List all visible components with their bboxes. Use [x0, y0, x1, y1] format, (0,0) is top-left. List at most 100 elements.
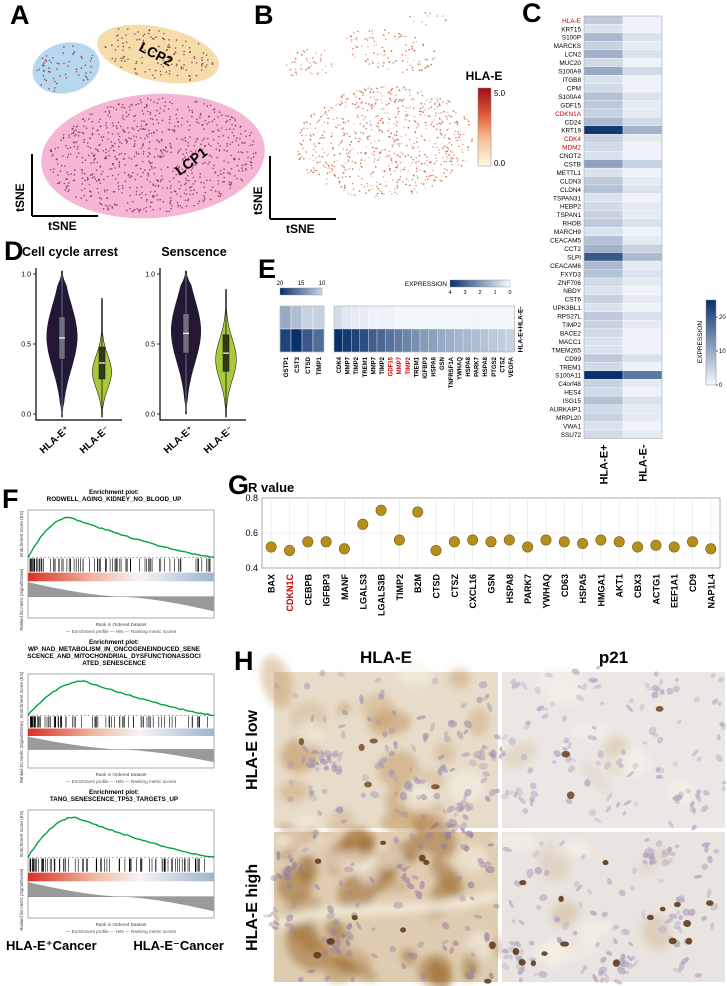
heatmap-cell — [583, 235, 624, 245]
data-dot — [632, 541, 644, 553]
column-label: YWHAQ — [457, 357, 463, 380]
es-axis-label: Enrichment score (ES) — [19, 810, 24, 857]
stain-layer — [494, 832, 671, 969]
ihc-image-high-p21 — [494, 832, 725, 985]
column-label: TIMP2 — [354, 356, 360, 374]
category-label: HSPA5 — [578, 574, 588, 603]
panel-label-b: B — [254, 0, 274, 30]
column-label: HSPA8 — [432, 356, 438, 376]
gene-label: RPS27L — [557, 314, 581, 321]
category-label: CTSD — [432, 574, 442, 599]
gsea-title: WP_NAD_METABOLISM_IN_ONCOGENEINDUCED_SEN… — [28, 646, 200, 653]
gene-label: FXYD3 — [560, 271, 581, 278]
heatmap-cell — [622, 49, 663, 59]
heatmap-cell — [488, 328, 498, 353]
heatmap-cell — [290, 305, 303, 330]
enrichment-curve — [27, 680, 214, 717]
heatmap-cell — [419, 328, 429, 353]
heatmap-cell — [385, 305, 395, 330]
heatmap-cell — [471, 305, 481, 330]
gsea-title: Enrichment plot: — [89, 639, 139, 646]
heatmap-cell — [622, 100, 663, 110]
gene-label: CLDN3 — [560, 178, 581, 185]
gene-label: S100A4 — [558, 94, 581, 101]
gene-label: CDKN1A — [555, 111, 582, 118]
right-colorbar — [449, 279, 511, 288]
gsea-footer-right: HLA-E⁻Cancer — [133, 938, 224, 953]
heatmap-cell — [402, 328, 412, 353]
heatmap-cell — [622, 201, 663, 211]
category-label: CBX3 — [633, 574, 643, 598]
heatmap-cell — [333, 305, 343, 330]
heatmap-cell — [462, 305, 472, 330]
category-label: EEF1A1 — [670, 574, 680, 608]
heatmap-cell — [622, 311, 663, 321]
scatter-points — [285, 12, 474, 198]
heatmap-cell — [583, 75, 624, 84]
heatmap-cell — [622, 15, 663, 25]
colorbar-title: HLA-E — [466, 69, 503, 83]
gene-label: CEACAM6 — [550, 263, 581, 270]
heatmap-cell — [437, 328, 446, 353]
heatmap-cell — [622, 412, 663, 422]
data-dot — [558, 536, 570, 548]
column-label: HLA-E+ — [599, 445, 611, 485]
data-dot — [302, 536, 314, 548]
category-label: TIMP2 — [395, 574, 405, 601]
data-dot — [540, 534, 552, 546]
heatmap-cell — [351, 328, 360, 353]
data-dot — [393, 534, 405, 546]
column-label: PARK7 — [475, 356, 481, 377]
data-dot — [320, 536, 332, 548]
heatmap-cell — [583, 24, 624, 34]
positive-nuclei-layer — [561, 706, 664, 800]
heatmap-cell — [301, 305, 314, 330]
x-tick-label: HLA-E⁻ — [78, 424, 112, 456]
row-label: HLA-E+ — [518, 328, 525, 352]
heatmap-cell — [622, 218, 663, 228]
heatmap-cell — [622, 345, 663, 355]
column-label: TNFRSF1A — [449, 356, 455, 388]
heatmap-cell — [622, 184, 663, 194]
data-dot — [595, 534, 607, 546]
heatmap-cell — [342, 328, 352, 353]
gsea-footer-left: HLA-E⁺Cancer — [6, 938, 97, 953]
heatmap-cell — [376, 305, 386, 330]
heatmap-cell — [622, 252, 663, 262]
category-label: CD63 — [560, 574, 570, 597]
colorbar-title: EXPRESSION — [697, 321, 704, 364]
colorbar-tick: 2 — [478, 290, 481, 296]
gene-label: TIMP2 — [562, 322, 581, 329]
positive-nuclei-layer — [298, 738, 440, 790]
gene-label: METTL1 — [556, 170, 581, 177]
heatmap-cell — [583, 66, 624, 76]
column-label: CDK4 — [337, 356, 343, 373]
y-tick-label: 1.0 — [145, 272, 155, 279]
heatmap-cell — [505, 305, 515, 330]
data-dot — [357, 518, 369, 530]
heatmap-cell — [583, 83, 624, 93]
category-label: CXCL16 — [468, 574, 478, 609]
category-label: ACTG1 — [651, 574, 661, 605]
heatmap-cell — [622, 134, 663, 143]
gene-label: GDF15 — [560, 102, 581, 109]
heatmap-cell — [622, 269, 663, 279]
category-label: BAX — [267, 574, 277, 593]
gene-label: CCT2 — [564, 246, 581, 253]
heatmap-cell — [480, 328, 489, 353]
heatmap-cell — [488, 305, 498, 330]
heatmap-cell — [622, 421, 663, 431]
heatmap-cell — [583, 294, 624, 304]
gene-label: AURKAIP1 — [549, 407, 581, 414]
column-label: HSPA8 — [483, 356, 489, 376]
heatmap-cell — [368, 328, 378, 353]
positive-nuclei-layer — [512, 859, 714, 967]
gsea-legend: — Enrichment profile — Hits — Ranking me… — [66, 929, 177, 934]
heatmap-cell — [583, 58, 624, 67]
heatmap-cell — [583, 184, 624, 194]
plot-title: R value — [248, 480, 294, 495]
gene-label: C4orf48 — [558, 381, 581, 388]
heatmap-cell — [505, 328, 515, 353]
heatmap-cell — [583, 311, 624, 321]
heatmap-cell — [622, 91, 663, 101]
